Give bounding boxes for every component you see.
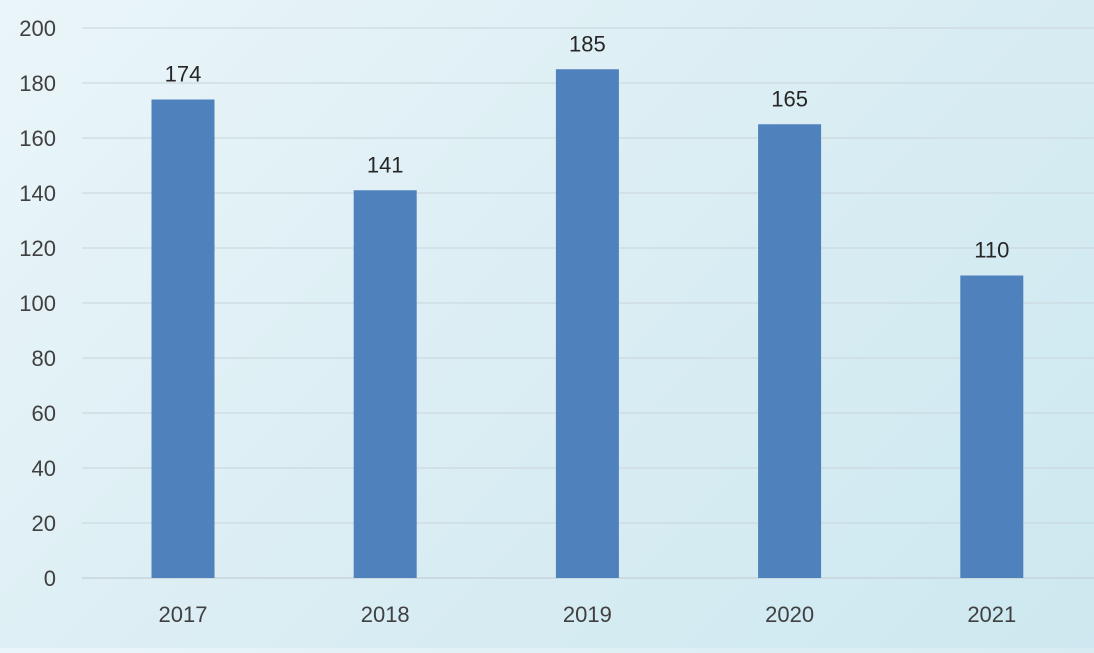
data-label: 165 <box>771 86 808 111</box>
y-tick-label: 140 <box>19 181 56 206</box>
bar-2019 <box>555 69 619 578</box>
y-tick-label: 180 <box>19 71 56 96</box>
x-tick-label: 2019 <box>563 602 612 627</box>
bar-2021 <box>960 275 1024 578</box>
y-tick-label: 120 <box>19 236 56 261</box>
x-tick-label: 2021 <box>967 602 1016 627</box>
bar-2020 <box>758 124 822 578</box>
y-tick-label: 40 <box>32 456 56 481</box>
data-label: 110 <box>974 238 1009 263</box>
data-label: 174 <box>165 62 202 87</box>
x-tick-label: 2017 <box>159 602 208 627</box>
data-label: 141 <box>367 152 404 177</box>
x-tick-label: 2018 <box>361 602 410 627</box>
y-tick-label: 80 <box>32 346 56 371</box>
y-tick-label: 200 <box>19 16 56 41</box>
bar-2017 <box>151 99 215 578</box>
y-tick-label: 160 <box>19 126 56 151</box>
x-tick-label: 2020 <box>765 602 814 627</box>
y-axis-tick-labels: 0 20 40 60 80 100 120 140 160 180 200 <box>19 16 56 591</box>
x-axis-tick-labels: 2017 2018 2019 2020 2021 <box>159 602 1017 627</box>
bars <box>151 69 1024 578</box>
y-tick-label: 0 <box>44 566 56 591</box>
bar-2018 <box>353 190 417 578</box>
y-tick-label: 20 <box>32 511 56 536</box>
y-tick-label: 60 <box>32 401 56 426</box>
y-tick-label: 100 <box>19 291 56 316</box>
data-labels: 174 141 185 165 110 <box>165 31 1010 262</box>
data-label: 185 <box>569 31 606 56</box>
